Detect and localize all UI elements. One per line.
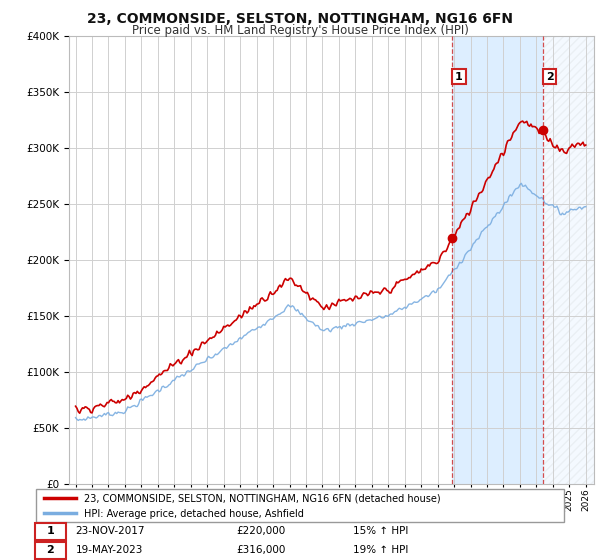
Text: £316,000: £316,000	[236, 545, 286, 556]
FancyBboxPatch shape	[35, 523, 65, 540]
Text: 15% ↑ HPI: 15% ↑ HPI	[353, 526, 408, 536]
FancyBboxPatch shape	[36, 489, 564, 522]
Text: 2: 2	[545, 72, 553, 82]
FancyBboxPatch shape	[35, 542, 65, 559]
Bar	[543, 36, 594, 484]
Text: Price paid vs. HM Land Registry's House Price Index (HPI): Price paid vs. HM Land Registry's House …	[131, 24, 469, 37]
Bar	[452, 36, 543, 484]
Text: 23, COMMONSIDE, SELSTON, NOTTINGHAM, NG16 6FN (detached house): 23, COMMONSIDE, SELSTON, NOTTINGHAM, NG1…	[83, 493, 440, 503]
Text: 1: 1	[455, 72, 463, 82]
Text: 23-NOV-2017: 23-NOV-2017	[76, 526, 145, 536]
Text: HPI: Average price, detached house, Ashfield: HPI: Average price, detached house, Ashf…	[83, 509, 304, 519]
Text: 23, COMMONSIDE, SELSTON, NOTTINGHAM, NG16 6FN: 23, COMMONSIDE, SELSTON, NOTTINGHAM, NG1…	[87, 12, 513, 26]
Text: 19% ↑ HPI: 19% ↑ HPI	[353, 545, 408, 556]
Text: 2: 2	[46, 545, 54, 556]
Text: 19-MAY-2023: 19-MAY-2023	[76, 545, 143, 556]
Text: £220,000: £220,000	[236, 526, 286, 536]
Bar	[543, 36, 594, 484]
Text: 1: 1	[46, 526, 54, 536]
